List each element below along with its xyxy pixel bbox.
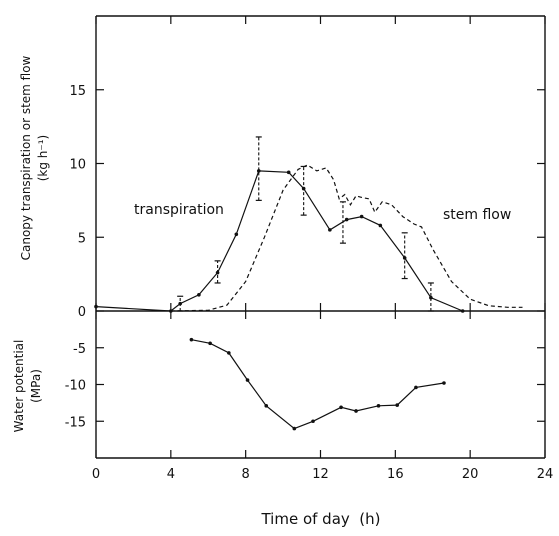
x-axis-label: Time of day (h): [260, 510, 380, 528]
water-potential-point: [414, 385, 418, 390]
bottom-y-axis-label-line2: (MPa): [29, 369, 43, 403]
water-potential-point: [208, 341, 212, 346]
series-stem-flow-line: [170, 164, 523, 312]
x-tick-label: 12: [312, 467, 329, 482]
transpiration-point: [234, 232, 239, 237]
water-potential-point: [339, 405, 343, 410]
transpiration-point: [359, 214, 364, 219]
water-potential-point: [395, 403, 400, 407]
bottom-y-axis-label-line1: Water potential: [12, 340, 26, 433]
top-y-axis-label-line2: (kg h⁻¹): [36, 135, 50, 182]
top-panel: 0 5 10 15 transpiration stem flow Canopy tr…: [19, 15, 546, 320]
top-y-tick-label: 5: [78, 231, 86, 246]
water-potential-point: [376, 404, 381, 408]
bottom-panel: -5 -10 -15 0 4 8 12 16 20 24 Water potential (MP…: [12, 311, 553, 528]
top-y-ticks: 0 5 10 15: [69, 16, 546, 320]
transpiration-point: [460, 309, 465, 313]
bottom-y-tick-label: -10: [65, 379, 86, 394]
series-transpiration-line: [95, 170, 463, 312]
transpiration-point: [429, 295, 433, 300]
transpiration-point: [256, 169, 261, 173]
water-potential-point: [189, 337, 194, 342]
annotation-stem-flow: stem flow: [443, 207, 511, 223]
top-y-tick-label: 0: [78, 305, 86, 320]
bottom-y-ticks: -5 -10 -15: [65, 342, 545, 430]
water-potential-point: [264, 404, 269, 408]
transpiration-point: [197, 292, 201, 297]
bottom-y-tick-label: -5: [73, 342, 86, 357]
top-y-tick-label: 15: [69, 84, 86, 99]
water-potential-point: [292, 426, 297, 431]
transpiration-point: [328, 228, 332, 232]
x-tick-label: 16: [387, 467, 404, 482]
water-potential-point: [245, 378, 250, 382]
bottom-series: [189, 337, 446, 431]
x-tick-label: 0: [92, 467, 100, 482]
x-tick-label: 4: [167, 467, 175, 482]
water-potential-point: [442, 381, 446, 385]
transpiration-point: [344, 217, 349, 222]
transpiration-point: [378, 223, 383, 228]
transpiration-point: [94, 304, 98, 309]
top-y-axis-label-line1: Canopy transpiration or stem flow: [19, 55, 33, 260]
bottom-y-tick-label: -15: [65, 415, 86, 430]
x-tick-label: 20: [462, 467, 479, 482]
water-potential-point: [311, 419, 315, 424]
top-series: [94, 164, 523, 313]
x-ticks: 0 4 8 12 16 20 24: [92, 311, 553, 482]
transpiration-point: [286, 170, 291, 175]
top-y-tick-label: 10: [69, 158, 86, 173]
annotation-transpiration: transpiration: [134, 202, 224, 218]
water-potential-point: [354, 409, 358, 413]
top-error-bars: [177, 136, 434, 312]
x-tick-label: 24: [537, 467, 554, 482]
water-potential-point: [227, 351, 231, 355]
x-tick-label: 8: [242, 467, 250, 482]
